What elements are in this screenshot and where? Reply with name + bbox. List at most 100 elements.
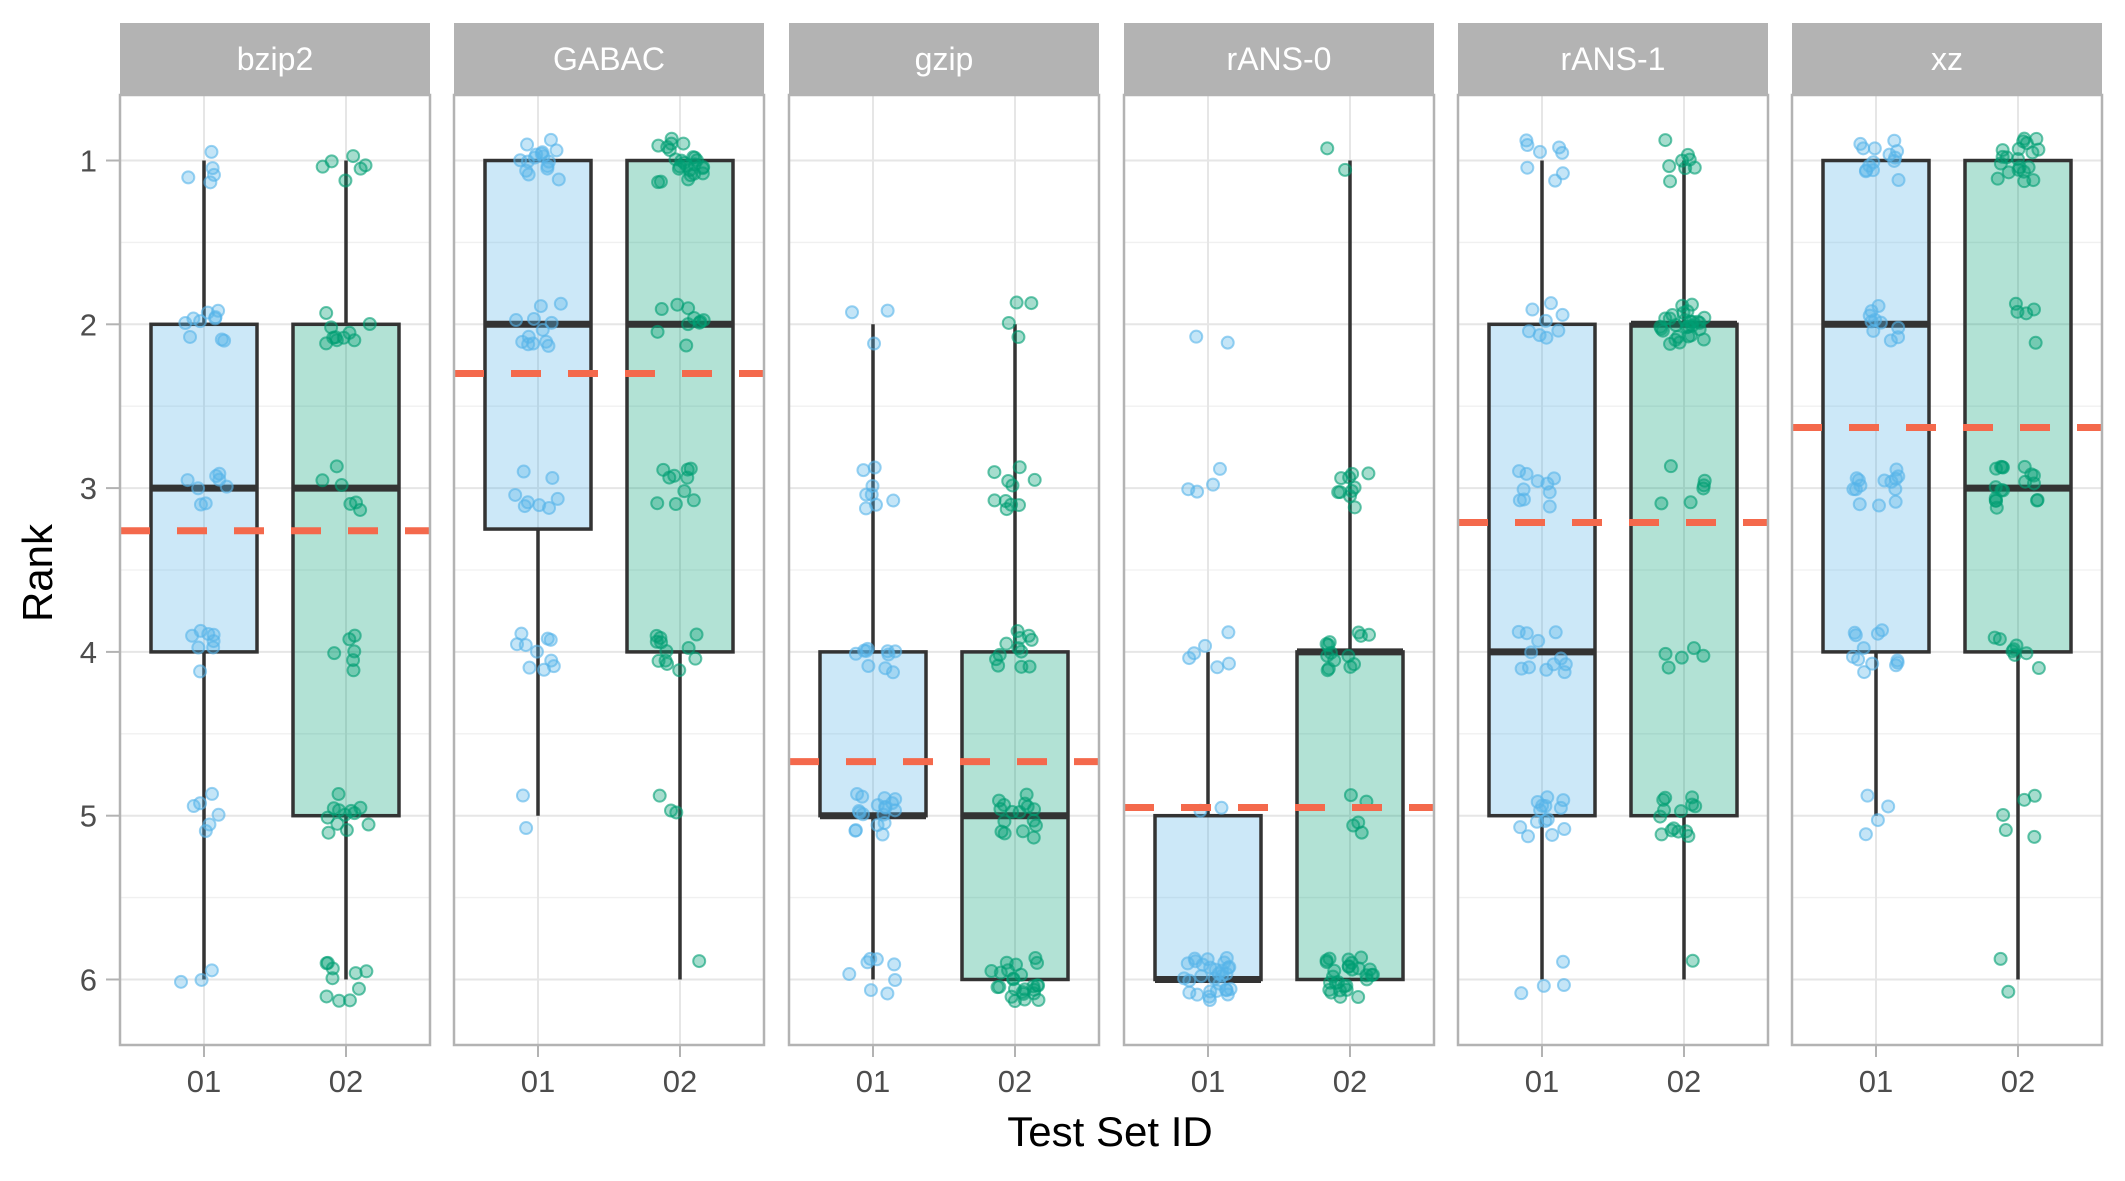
y-tick-label: 2: [80, 307, 97, 342]
data-point: [1542, 485, 1557, 500]
facet-strip-label: gzip: [915, 41, 974, 77]
facet-strip: [1458, 23, 1768, 95]
x-tick-label: 02: [663, 1064, 697, 1099]
data-point: [1687, 160, 1702, 175]
data-point: [1210, 660, 1225, 675]
data-point: [1995, 460, 2010, 475]
data-point: [526, 311, 541, 326]
data-point: [1512, 464, 1527, 479]
data-point: [1665, 307, 1680, 322]
data-point: [1214, 800, 1229, 815]
data-point: [324, 320, 339, 335]
panel-border: [1122, 93, 1436, 1047]
data-point: [1521, 829, 1536, 844]
data-point: [867, 336, 882, 351]
data-point: [1344, 483, 1359, 498]
data-point: [693, 314, 708, 329]
data-point: [2019, 306, 2034, 321]
data-point: [672, 663, 687, 678]
data-point: [869, 497, 884, 512]
data-point: [662, 470, 677, 485]
data-point: [1856, 641, 1871, 656]
data-point: [1852, 497, 1867, 512]
data-point: [660, 656, 675, 671]
box-01: [1153, 329, 1263, 1008]
data-point: [359, 964, 374, 979]
data-point: [1548, 173, 1563, 188]
data-point: [1680, 304, 1695, 319]
data-point: [212, 472, 227, 487]
facet-strip: [120, 23, 430, 95]
data-point: [508, 487, 523, 502]
data-point: [1009, 295, 1024, 310]
data-point: [2030, 493, 2045, 508]
data-point: [353, 502, 368, 517]
data-point: [2026, 173, 2041, 188]
data-point: [1696, 478, 1711, 493]
data-point: [1361, 466, 1376, 481]
facet-strip: [454, 23, 764, 95]
data-point: [1848, 628, 1863, 643]
data-point: [850, 787, 865, 802]
data-point: [539, 334, 554, 349]
box-01: [818, 303, 928, 1001]
data-point: [662, 143, 677, 158]
facet-strip-label: GABAC: [553, 41, 665, 77]
x-tick-label: 02: [2001, 1064, 2035, 1099]
data-point: [1006, 972, 1021, 987]
data-point: [319, 306, 334, 321]
data-point: [1004, 989, 1019, 1004]
data-point: [1696, 648, 1711, 663]
data-point: [1520, 160, 1535, 175]
data-point: [543, 632, 558, 647]
data-point: [325, 961, 340, 976]
data-point: [1198, 638, 1213, 653]
data-point: [880, 303, 895, 318]
data-point: [1547, 471, 1562, 486]
data-point: [1658, 311, 1673, 326]
data-point: [206, 634, 221, 649]
data-point: [1888, 482, 1903, 497]
x-tick-label: 01: [1859, 1064, 1893, 1099]
data-point: [1657, 803, 1672, 818]
data-point: [519, 821, 534, 836]
data-point: [878, 661, 893, 676]
data-point: [867, 460, 882, 475]
data-point: [1857, 665, 1872, 680]
data-point: [1663, 174, 1678, 189]
data-point: [1343, 659, 1358, 674]
data-point: [1334, 471, 1349, 486]
data-point: [1341, 952, 1356, 967]
data-point: [204, 963, 219, 978]
data-point: [681, 317, 696, 332]
data-point: [1525, 302, 1540, 317]
data-point: [1683, 495, 1698, 510]
data-point: [509, 313, 524, 328]
data-point: [1181, 482, 1196, 497]
y-tick-label: 5: [80, 799, 97, 834]
data-point: [674, 153, 689, 168]
data-point: [1203, 960, 1218, 975]
data-point: [1658, 646, 1673, 661]
data-point: [1888, 494, 1903, 509]
data-point: [1870, 813, 1885, 828]
data-point: [1998, 823, 2013, 838]
data-point: [1887, 133, 1902, 148]
data-point: [686, 493, 701, 508]
data-point: [1220, 335, 1235, 350]
data-point: [1666, 821, 1681, 836]
data-point: [1881, 799, 1896, 814]
data-point: [1001, 315, 1016, 330]
data-point: [515, 788, 530, 803]
data-point: [856, 463, 871, 478]
data-point: [861, 659, 876, 674]
data-point: [1681, 329, 1696, 344]
data-point: [510, 637, 525, 652]
data-point: [346, 663, 361, 678]
data-point: [1556, 978, 1571, 993]
data-point: [1354, 825, 1369, 840]
data-point: [191, 640, 206, 655]
data-point: [877, 816, 892, 831]
data-point: [845, 305, 860, 320]
data-point: [361, 817, 376, 832]
